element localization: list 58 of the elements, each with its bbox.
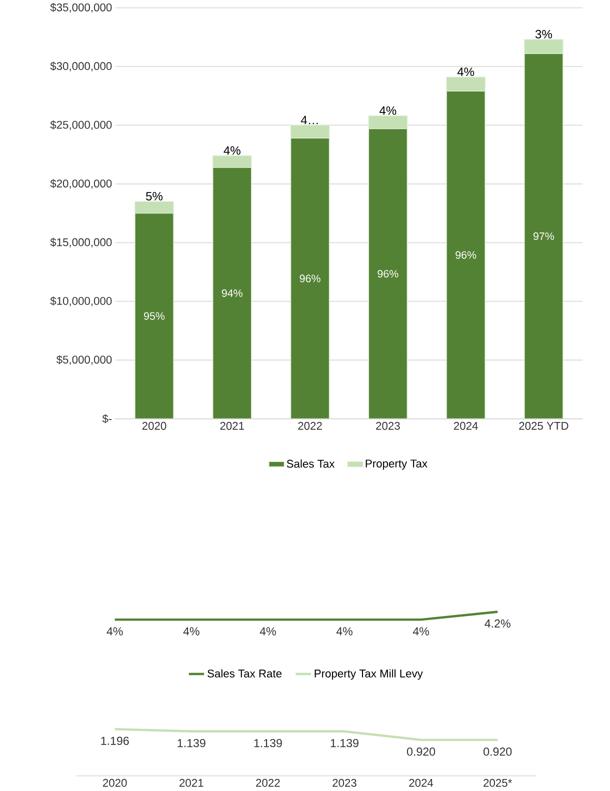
data-label: 4%	[183, 627, 200, 636]
legend-label: Property Tax Mill Levy	[314, 669, 424, 680]
y-tick-label: $10,000,000	[50, 296, 112, 306]
bar	[368, 115, 408, 130]
data-label: 0.920	[407, 748, 436, 756]
annotation: 94%	[222, 289, 243, 297]
data-label: 4%	[413, 627, 430, 636]
annotation: 4%	[380, 106, 396, 115]
x-tick-label: 2025*	[484, 778, 512, 787]
data-label: 1.139	[330, 738, 359, 748]
data-label: 1.196	[101, 736, 129, 745]
y-tick-label: $-	[102, 414, 112, 424]
legend-label: Sales Tax	[286, 460, 335, 468]
annotation: 4%	[224, 146, 241, 155]
y-tick-label: $30,000,000	[50, 62, 112, 72]
x-tick-label: 2022	[298, 422, 322, 430]
bar	[212, 155, 252, 168]
bar	[290, 138, 330, 419]
data-label: 1.139	[178, 738, 206, 748]
bar	[446, 76, 486, 92]
annotation: 96%	[378, 270, 398, 278]
x-tick-label: 2020	[103, 778, 127, 787]
bar	[134, 212, 174, 419]
legend-label: Sales Tax Rate	[208, 669, 282, 678]
y-tick-label: $5,000,000	[56, 355, 112, 365]
legend-label: Property Tax	[366, 460, 428, 470]
x-tick-label: 2024	[409, 778, 434, 787]
annotation: 4%	[458, 68, 474, 76]
bar	[524, 53, 564, 419]
bar	[446, 90, 486, 419]
annotation: 4…	[301, 116, 318, 124]
x-tick-label: 2022	[256, 778, 280, 787]
x-tick-label: 2025 YTD	[519, 422, 568, 430]
y-tick-label: $35,000,000	[50, 2, 112, 13]
bar	[212, 167, 252, 419]
data-label: 4.2%	[484, 619, 511, 628]
data-label: 0.920	[484, 748, 512, 756]
annotation: 97%	[534, 232, 554, 240]
data-label: 4%	[106, 627, 123, 636]
y-tick-label: $15,000,000	[50, 238, 112, 248]
annotation: 96%	[456, 251, 476, 259]
annotation: 3%	[536, 30, 552, 38]
x-tick-label: 2020	[142, 422, 166, 430]
x-tick-label: 2023	[376, 422, 400, 430]
bar	[290, 124, 330, 139]
annotation: 95%	[144, 312, 165, 320]
bar	[368, 128, 408, 419]
x-tick-label: 2024	[454, 422, 478, 430]
x-tick-label: 2021	[220, 422, 244, 430]
data-label: 4%	[260, 627, 276, 636]
data-label: 1.139	[254, 738, 282, 748]
x-tick-label: 2021	[180, 778, 204, 787]
x-tick-label: 2023	[332, 778, 357, 787]
y-tick-label: $20,000,000	[50, 179, 112, 189]
data-label: 4%	[336, 627, 353, 636]
y-tick-label: $25,000,000	[50, 120, 112, 130]
annotation: 96%	[300, 274, 320, 282]
annotation: 5%	[146, 192, 163, 200]
